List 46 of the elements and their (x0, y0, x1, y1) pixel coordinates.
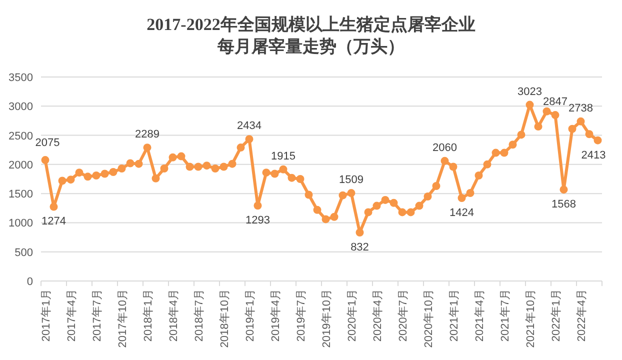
x-tick-label: 2020年7月 (397, 289, 410, 342)
y-tick-label: 2500 (8, 130, 33, 142)
x-tick-label: 2020年10月 (422, 289, 435, 348)
x-tick-label: 2019年10月 (320, 289, 333, 348)
x-tick-label: 2020年1月 (346, 289, 358, 342)
data-label: 2075 (35, 137, 60, 150)
x-tick-label: 2021年4月 (474, 289, 486, 342)
y-tick-label: 0 (26, 276, 33, 288)
y-tick-label: 2000 (8, 159, 33, 172)
x-tick-label: 2018年10月 (218, 289, 231, 348)
data-label: 2434 (237, 120, 262, 132)
x-tick-label: 2021年1月 (448, 289, 460, 342)
x-tick-label: 2017年7月 (91, 289, 104, 342)
y-tick-label: 1500 (8, 188, 33, 201)
y-tick-label: 1000 (8, 218, 33, 230)
data-label: 1915 (271, 150, 296, 162)
data-label: 2413 (581, 149, 606, 162)
y-tick-label: 500 (14, 246, 33, 259)
data-label: 2289 (135, 128, 160, 141)
data-label: 2738 (568, 102, 593, 114)
x-tick-label: 2018年4月 (168, 289, 180, 342)
x-tick-label: 2018年1月 (142, 289, 154, 342)
data-label: 3023 (518, 86, 542, 98)
x-tick-label: 2022年4月 (576, 289, 588, 342)
data-label: 1424 (450, 207, 474, 219)
data-label: 1568 (552, 198, 576, 211)
x-tick-label: 2018年7月 (193, 289, 206, 342)
x-tick-label: 2021年7月 (499, 289, 512, 342)
chart-title: 2017-2022年全国规模以上生猪定点屠宰企业每月屠宰量走势（万头） (146, 14, 476, 58)
x-tick-label: 2017年1月 (40, 289, 52, 342)
y-tick-label: 3500 (8, 72, 33, 84)
x-tick-label: 2021年10月 (524, 289, 537, 348)
y-tick-label: 3000 (8, 101, 33, 114)
x-tick-label: 2019年7月 (295, 289, 308, 342)
data-label: 2847 (543, 96, 568, 108)
x-tick-label: 2022年1月 (550, 289, 562, 342)
x-tick-label: 2017年10月 (116, 289, 129, 348)
data-label: 1274 (42, 216, 66, 228)
x-tick-label: 2019年1月 (244, 289, 256, 342)
x-tick-label: 2019年4月 (270, 289, 282, 342)
data-label: 832 (350, 242, 369, 254)
data-label: 1293 (246, 214, 270, 227)
data-label: 2060 (432, 142, 457, 154)
data-label: 1509 (339, 174, 364, 186)
x-tick-label: 2020年4月 (372, 289, 384, 342)
x-tick-label: 2017年4月 (66, 289, 78, 342)
